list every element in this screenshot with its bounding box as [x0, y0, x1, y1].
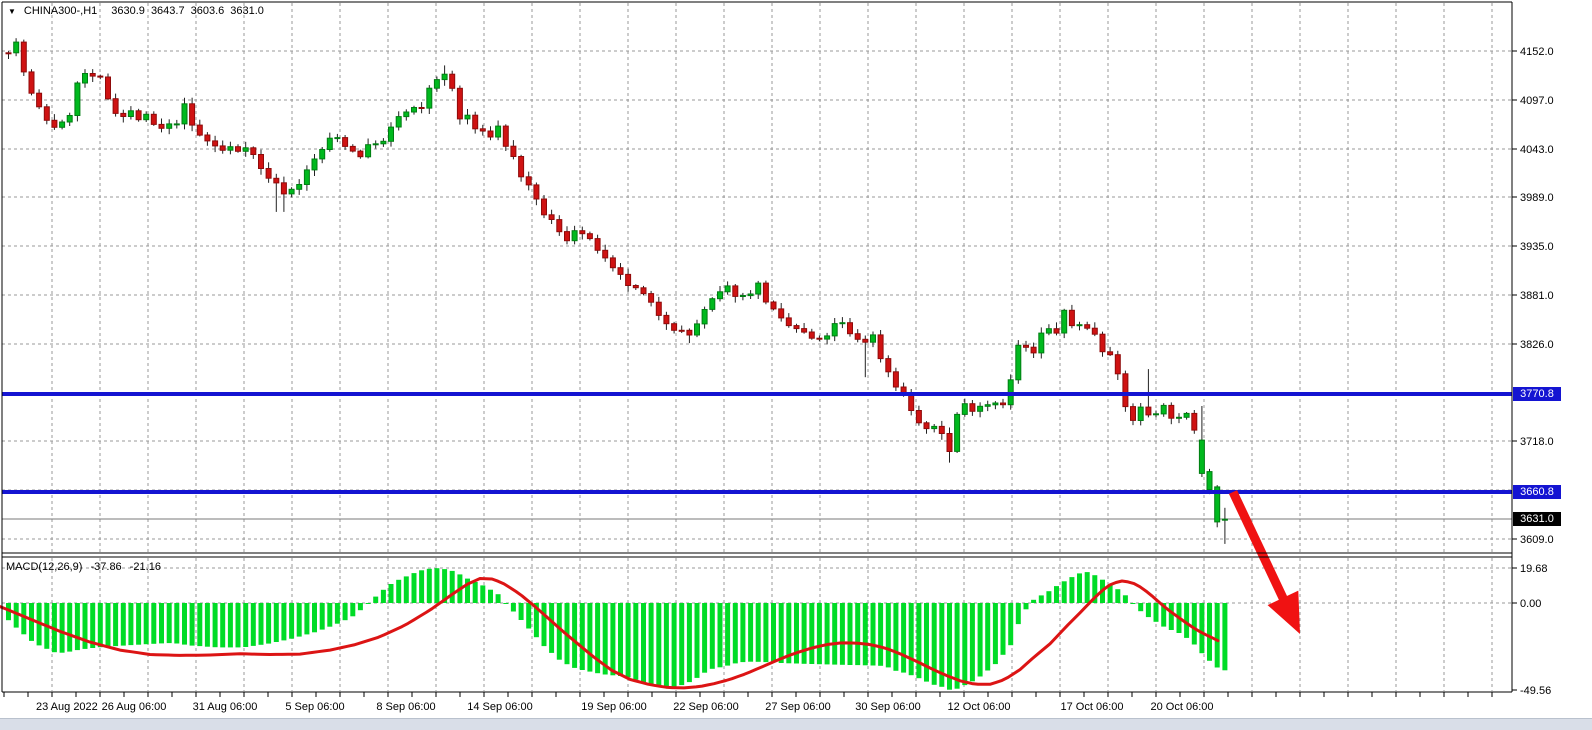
svg-text:20 Oct 06:00: 20 Oct 06:00 [1151, 701, 1214, 713]
grid-lines [2, 3, 1512, 691]
svg-text:19 Sep 06:00: 19 Sep 06:00 [581, 701, 646, 713]
svg-text:3989.0: 3989.0 [1520, 192, 1554, 204]
svg-text:30 Sep 06:00: 30 Sep 06:00 [855, 701, 920, 713]
price-badge-resistance: 3770.8 [1513, 387, 1561, 401]
svg-text:22 Sep 06:00: 22 Sep 06:00 [673, 701, 738, 713]
price-badge-support: 3660.8 [1513, 485, 1561, 499]
horizontal-level-lines[interactable] [2, 392, 1512, 494]
trend-arrow[interactable] [1228, 490, 1300, 634]
price-badge-last-price: 3631.0 [1513, 512, 1561, 526]
candles-layer [5, 38, 1228, 544]
price-axis[interactable]: 4152.0 4097.0 4043.0 3989.0 3935.0 3881.0 3826… [1512, 46, 1554, 697]
readout-close: 3631.0 [230, 5, 264, 17]
svg-text:23 Aug 2022: 23 Aug 2022 [36, 701, 98, 713]
svg-text:26 Aug 06:00: 26 Aug 06:00 [102, 701, 167, 713]
symbol-dropdown-icon[interactable]: ▼ [8, 6, 16, 16]
svg-text:3826.0: 3826.0 [1520, 339, 1554, 351]
macd-main-value: -37.86 [90, 561, 122, 573]
svg-text:14 Sep 06:00: 14 Sep 06:00 [467, 701, 532, 713]
svg-text:3881.0: 3881.0 [1520, 290, 1554, 302]
svg-text:3935.0: 3935.0 [1520, 241, 1554, 253]
svg-text:19.68: 19.68 [1520, 563, 1548, 575]
panel-borders [1, 1, 1513, 693]
readout-open: 3630.9 [111, 5, 145, 17]
svg-text:17 Oct 06:00: 17 Oct 06:00 [1061, 701, 1124, 713]
svg-text:27 Sep 06:00: 27 Sep 06:00 [765, 701, 830, 713]
readout-low: 3603.6 [190, 5, 225, 17]
svg-text:8 Sep 06:00: 8 Sep 06:00 [376, 701, 435, 713]
svg-text:3718.0: 3718.0 [1520, 436, 1554, 448]
svg-text:31 Aug 06:00: 31 Aug 06:00 [193, 701, 258, 713]
svg-text:-49.56: -49.56 [1520, 685, 1551, 697]
symbol-period-readout: ▼ CHINA300-,H1 3630.9 3643.7 3603.6 3631… [6, 4, 270, 18]
svg-text:4097.0: 4097.0 [1520, 95, 1554, 107]
svg-text:3609.0: 3609.0 [1520, 534, 1554, 546]
macd-signal-value: -21.16 [129, 561, 161, 573]
svg-text:4043.0: 4043.0 [1520, 144, 1554, 156]
svg-text:4152.0: 4152.0 [1520, 46, 1554, 58]
macd-histogram [6, 568, 1228, 690]
svg-text:0.00: 0.00 [1520, 598, 1541, 610]
macd-indicator-label: MACD(12,26,9) -37.86 -21.16 [6, 561, 166, 573]
svg-text:5 Sep 06:00: 5 Sep 06:00 [285, 701, 344, 713]
time-axis[interactable]: 23 Aug 2022 26 Aug 06:00 31 Aug 06:00 5 Sep… [3, 692, 1493, 713]
macd-name: MACD(12,26,9) [6, 561, 83, 573]
symbol-period-label: CHINA300-,H1 [23, 5, 98, 17]
macd-signal-line [0, 577, 1220, 690]
readout-high: 3643.7 [150, 5, 185, 17]
window-bottom-strip [0, 718, 1592, 730]
svg-text:12 Oct 06:00: 12 Oct 06:00 [948, 701, 1011, 713]
